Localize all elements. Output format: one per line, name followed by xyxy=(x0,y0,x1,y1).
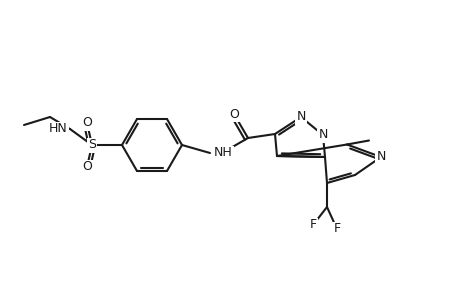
Text: O: O xyxy=(82,160,92,173)
Text: F: F xyxy=(309,218,316,232)
Text: NH: NH xyxy=(213,146,232,160)
Text: N: N xyxy=(375,151,385,164)
Text: F: F xyxy=(333,223,340,236)
Text: O: O xyxy=(82,116,92,130)
Text: N: N xyxy=(296,110,305,124)
Text: HN: HN xyxy=(49,122,68,136)
Text: N: N xyxy=(318,128,327,142)
Text: O: O xyxy=(229,107,238,121)
Text: S: S xyxy=(88,139,96,152)
